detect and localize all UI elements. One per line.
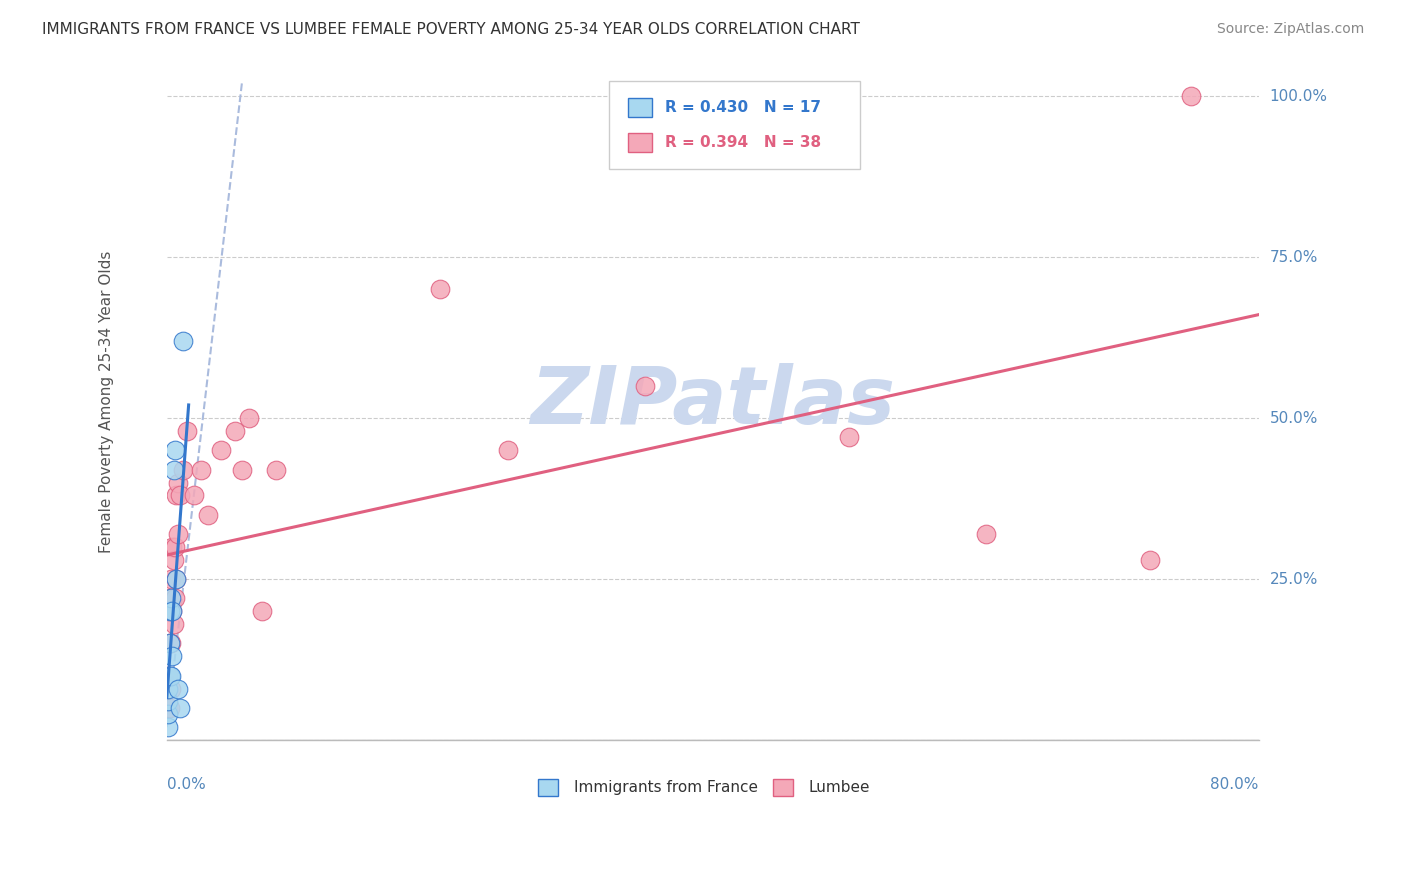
- Text: Immigrants from France: Immigrants from France: [574, 780, 758, 795]
- Point: [159, 668, 181, 682]
- Point: [231, 463, 253, 477]
- Point: [252, 604, 274, 618]
- Point: [159, 604, 181, 618]
- Point: [162, 463, 184, 477]
- Point: [190, 463, 212, 477]
- Point: [633, 379, 655, 393]
- Point: [1139, 553, 1161, 567]
- FancyBboxPatch shape: [627, 133, 651, 153]
- Point: [157, 707, 180, 722]
- Point: [163, 591, 186, 606]
- Point: [165, 488, 187, 502]
- Point: [166, 475, 188, 490]
- Point: [162, 553, 184, 567]
- Text: IMMIGRANTS FROM FRANCE VS LUMBEE FEMALE POVERTY AMONG 25-34 YEAR OLDS CORRELATIO: IMMIGRANTS FROM FRANCE VS LUMBEE FEMALE …: [42, 22, 860, 37]
- Text: 75.0%: 75.0%: [1270, 250, 1319, 265]
- Point: [1180, 89, 1202, 103]
- Point: [172, 463, 194, 477]
- FancyBboxPatch shape: [609, 81, 860, 169]
- Text: 0.0%: 0.0%: [167, 777, 205, 792]
- Text: 25.0%: 25.0%: [1270, 572, 1319, 587]
- Point: [838, 430, 860, 444]
- Point: [160, 681, 183, 696]
- Point: [157, 604, 180, 618]
- Text: 80.0%: 80.0%: [1211, 777, 1258, 792]
- Text: 50.0%: 50.0%: [1270, 410, 1319, 425]
- Point: [159, 636, 181, 650]
- Point: [162, 649, 184, 664]
- FancyBboxPatch shape: [538, 779, 558, 796]
- Point: [162, 540, 184, 554]
- Point: [163, 540, 186, 554]
- Text: R = 0.394   N = 38: R = 0.394 N = 38: [665, 136, 821, 150]
- FancyBboxPatch shape: [773, 779, 793, 796]
- Point: [165, 572, 187, 586]
- Point: [159, 636, 181, 650]
- Point: [157, 668, 180, 682]
- Point: [157, 720, 180, 734]
- Text: ZIPatlas: ZIPatlas: [530, 363, 896, 441]
- Point: [160, 668, 183, 682]
- Point: [162, 604, 184, 618]
- Point: [160, 591, 183, 606]
- Point: [209, 443, 232, 458]
- Point: [429, 282, 451, 296]
- Text: R = 0.430   N = 17: R = 0.430 N = 17: [665, 100, 821, 114]
- Point: [159, 701, 181, 715]
- Point: [163, 443, 186, 458]
- FancyBboxPatch shape: [627, 97, 651, 117]
- Point: [162, 604, 184, 618]
- Text: Female Poverty Among 25-34 Year Olds: Female Poverty Among 25-34 Year Olds: [100, 251, 114, 553]
- Point: [169, 701, 191, 715]
- Point: [224, 424, 246, 438]
- Point: [162, 617, 184, 632]
- Point: [165, 572, 187, 586]
- Point: [159, 591, 181, 606]
- Text: Source: ZipAtlas.com: Source: ZipAtlas.com: [1216, 22, 1364, 37]
- Point: [238, 411, 260, 425]
- Point: [264, 463, 287, 477]
- Text: 100.0%: 100.0%: [1270, 88, 1327, 103]
- Point: [169, 488, 191, 502]
- Point: [974, 527, 997, 541]
- Point: [172, 334, 194, 348]
- Point: [496, 443, 519, 458]
- Point: [166, 681, 188, 696]
- Point: [166, 527, 188, 541]
- Text: Lumbee: Lumbee: [808, 780, 870, 795]
- Point: [160, 572, 183, 586]
- Point: [157, 701, 180, 715]
- Point: [183, 488, 205, 502]
- Point: [157, 694, 180, 708]
- Point: [157, 681, 180, 696]
- Point: [160, 636, 183, 650]
- Point: [176, 424, 198, 438]
- Point: [197, 508, 219, 522]
